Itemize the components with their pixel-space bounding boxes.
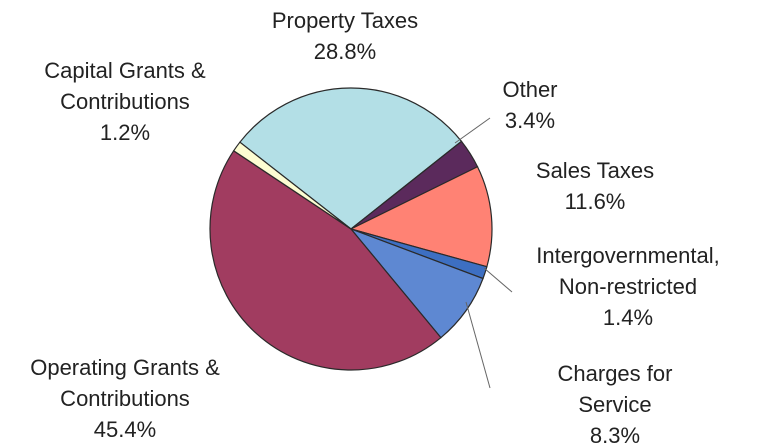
slice-label: Intergovernmental, Non-restricted 1.4% <box>536 240 719 333</box>
category-name: Property Taxes <box>271 8 419 33</box>
category-name: Capital Grants & Contributions <box>44 58 206 114</box>
pie-slice <box>239 87 463 230</box>
value-label: 45.4% <box>93 417 157 442</box>
category-name: Sales Taxes <box>535 158 655 183</box>
pie-slice <box>209 149 442 371</box>
slice-label: Capital Grants & Contributions 1.2% <box>44 55 205 148</box>
leader-line <box>454 117 491 144</box>
slice-label: Other 3.4% <box>502 74 557 136</box>
value-label: 8.3% <box>589 423 641 447</box>
value-label: 11.6% <box>564 189 626 214</box>
slice-label: Operating Grants & Contributions 45.4% <box>30 352 220 445</box>
slice-label: Sales Taxes 11.6% <box>536 155 654 217</box>
category-name: Charges for Service <box>557 361 673 417</box>
leader-line <box>465 301 491 389</box>
category-name: Intergovernmental, Non-restricted <box>536 243 720 299</box>
value-label: 1.4% <box>602 305 654 330</box>
category-name: Operating Grants & Contributions <box>30 355 220 411</box>
category-name: Other <box>502 77 558 102</box>
pie-slice <box>349 165 493 268</box>
value-label: 3.4% <box>504 108 556 133</box>
value-label: 1.2% <box>99 120 151 145</box>
pie-slice <box>232 141 352 230</box>
leader-line <box>483 267 513 293</box>
slice-label: Property Taxes 28.8% <box>272 5 418 67</box>
slice-label: Charges for Service 8.3% <box>540 358 690 447</box>
value-label: 28.8% <box>313 39 377 64</box>
